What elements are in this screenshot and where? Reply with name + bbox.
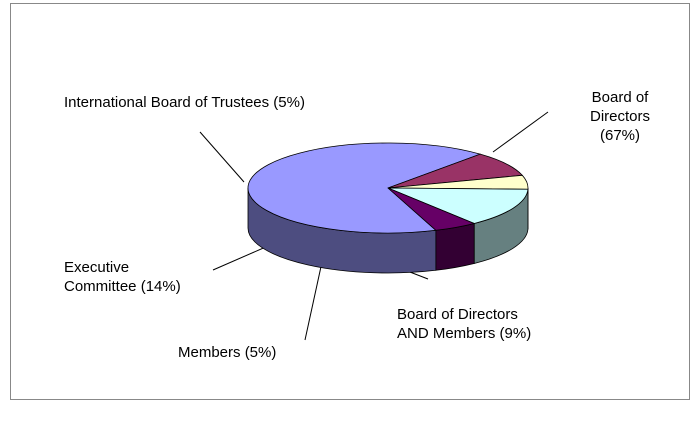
- category-label: Board of Directors: [589, 89, 650, 125]
- slice-label: International Board of Trustees (5%): [64, 93, 305, 112]
- chart-frame: [10, 3, 690, 400]
- value-label: (5%): [273, 94, 305, 111]
- slice-label: Board of Directors (67%): [575, 88, 665, 145]
- leader-line: [304, 261, 323, 341]
- slice-label: Board of Directors AND Members (9%): [397, 305, 547, 343]
- category-label: Executive Committee: [64, 259, 137, 295]
- slice-label: Executive Committee (14%): [64, 258, 189, 296]
- value-label: (5%): [244, 344, 277, 361]
- leader-line: [212, 245, 269, 271]
- slice-side: [435, 222, 475, 271]
- value-label: (14%): [140, 278, 181, 295]
- category-label: Board of Directors AND Members: [397, 306, 518, 342]
- slice: [387, 187, 529, 224]
- leader-line: [492, 111, 549, 153]
- leader-line: [199, 131, 245, 183]
- category-label: Members: [178, 344, 241, 361]
- slice: [247, 142, 482, 234]
- value-label: (67%): [599, 127, 640, 144]
- slice: [387, 187, 476, 231]
- value-label: (9%): [499, 325, 532, 342]
- slice-label: Members (5%): [178, 343, 276, 362]
- slice: [387, 153, 524, 189]
- category-label: International Board of Trustees: [64, 94, 270, 111]
- pie: [247, 142, 529, 274]
